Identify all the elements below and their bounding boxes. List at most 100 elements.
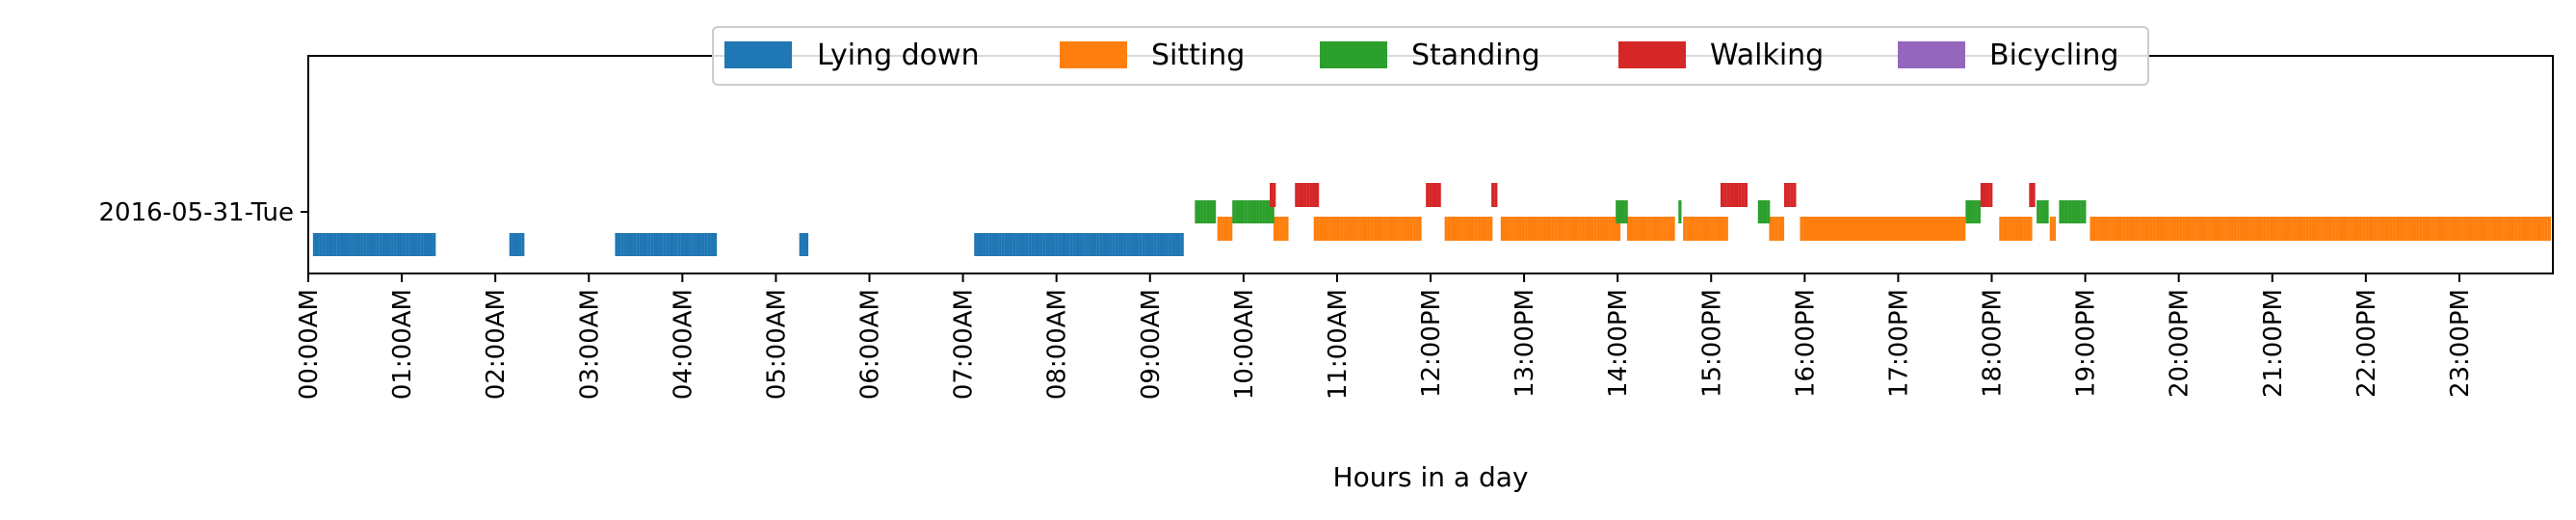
activity-mark-sitting bbox=[2275, 217, 2279, 241]
activity-mark-sitting bbox=[2311, 217, 2315, 241]
activity-mark-lying-down bbox=[650, 233, 654, 256]
activity-mark-lying-down bbox=[986, 233, 989, 256]
activity-mark-standing bbox=[1965, 200, 1969, 223]
activity-mark-lying-down bbox=[1088, 233, 1091, 256]
activity-mark-sitting bbox=[2023, 217, 2027, 241]
activity-mark-standing bbox=[2083, 200, 2087, 223]
activity-mark-lying-down bbox=[379, 233, 382, 256]
activity-mark-sitting bbox=[2165, 217, 2169, 241]
activity-mark-lying-down bbox=[1135, 233, 1140, 256]
activity-mark-lying-down bbox=[381, 233, 385, 256]
x-tick-label: 10:00AM bbox=[1230, 289, 1259, 400]
activity-mark-sitting bbox=[2278, 217, 2282, 241]
activity-mark-lying-down bbox=[369, 233, 374, 256]
activity-mark-sitting bbox=[1367, 217, 1371, 241]
activity-mark-standing bbox=[1247, 200, 1250, 223]
activity-mark-sitting bbox=[1636, 217, 1640, 241]
activity-mark-standing bbox=[1265, 200, 1269, 223]
activity-mark-lying-down bbox=[1037, 233, 1040, 256]
activity-mark-sitting bbox=[2195, 217, 2198, 241]
activity-mark-sitting bbox=[2479, 217, 2483, 241]
activity-mark-walking bbox=[2029, 183, 2033, 207]
activity-mark-lying-down bbox=[512, 233, 516, 256]
activity-mark-lying-down bbox=[1147, 233, 1151, 256]
activity-mark-sitting bbox=[2425, 217, 2429, 241]
activity-mark-sitting bbox=[2162, 217, 2166, 241]
activity-mark-lying-down bbox=[1093, 233, 1097, 256]
activity-mark-lying-down bbox=[417, 233, 421, 256]
activity-mark-sitting bbox=[1406, 217, 1410, 241]
activity-mark-sitting bbox=[1220, 217, 1223, 241]
activity-mark-sitting bbox=[1343, 217, 1347, 241]
activity-mark-lying-down bbox=[1012, 233, 1016, 256]
activity-mark-sitting bbox=[2090, 217, 2093, 241]
activity-mark-walking bbox=[1429, 183, 1433, 207]
activity-mark-sitting bbox=[1319, 217, 1324, 241]
activity-mark-sitting bbox=[1524, 217, 1528, 241]
activity-mark-sitting bbox=[1593, 217, 1597, 241]
activity-mark-sitting bbox=[2359, 217, 2363, 241]
activity-mark-sitting bbox=[1364, 217, 1368, 241]
x-tick-label: 05:00AM bbox=[762, 289, 791, 400]
activity-mark-sitting bbox=[2382, 217, 2387, 241]
activity-mark-sitting bbox=[1474, 217, 1478, 241]
activity-mark-sitting bbox=[2416, 217, 2420, 241]
activity-mark-lying-down bbox=[644, 233, 648, 256]
activity-mark-sitting bbox=[1644, 217, 1648, 241]
activity-mark-standing bbox=[1767, 200, 1771, 223]
activity-mark-lying-down bbox=[1099, 233, 1103, 256]
activity-mark-sitting bbox=[1465, 217, 1469, 241]
activity-mark-sitting bbox=[2179, 217, 2183, 241]
activity-mark-lying-down bbox=[1120, 233, 1124, 256]
activity-mark-sitting bbox=[1692, 217, 1695, 241]
activity-mark-sitting bbox=[1599, 217, 1603, 241]
legend-label-sitting: Sitting bbox=[1151, 39, 1245, 72]
activity-mark-sitting bbox=[1217, 217, 1221, 241]
activity-mark-sitting bbox=[1388, 217, 1392, 241]
activity-mark-standing bbox=[1195, 200, 1198, 223]
activity-mark-lying-down bbox=[799, 233, 802, 256]
activity-mark-sitting bbox=[1382, 217, 1386, 241]
activity-mark-sitting bbox=[2095, 217, 2099, 241]
activity-mark-sitting bbox=[1222, 217, 1227, 241]
activity-mark-sitting bbox=[1572, 217, 1576, 241]
activity-mark-lying-down bbox=[414, 233, 418, 256]
activity-mark-walking bbox=[1980, 183, 1985, 207]
activity-mark-sitting bbox=[1285, 217, 1289, 241]
activity-mark-sitting bbox=[1660, 217, 1664, 241]
activity-mark-lying-down bbox=[1123, 233, 1127, 256]
activity-mark-lying-down bbox=[1066, 233, 1070, 256]
activity-mark-standing bbox=[2064, 200, 2068, 223]
activity-mark-lying-down bbox=[518, 233, 522, 256]
activity-mark-sitting bbox=[1663, 217, 1667, 241]
activity-mark-lying-down bbox=[693, 233, 697, 256]
activity-mark-sitting bbox=[2192, 217, 2195, 241]
y-axis-ticks: 2016-05-31-Tue bbox=[98, 198, 308, 227]
legend-swatch-bicycling bbox=[1898, 41, 1965, 68]
x-axis-label: Hours in a day bbox=[1333, 461, 1529, 493]
activity-mark-lying-down bbox=[1132, 233, 1137, 256]
x-tick-label: 08:00AM bbox=[1043, 289, 1072, 400]
x-tick-label: 01:00AM bbox=[388, 289, 417, 400]
legend-swatch-walking bbox=[1618, 41, 1686, 68]
activity-mark-sitting bbox=[1560, 217, 1564, 241]
activity-mark-sitting bbox=[2347, 217, 2351, 241]
activity-mark-sitting bbox=[1444, 217, 1448, 241]
activity-mark-sitting bbox=[2317, 217, 2321, 241]
activity-mark-lying-down bbox=[384, 233, 388, 256]
activity-mark-sitting bbox=[1477, 217, 1481, 241]
activity-mark-sitting bbox=[1518, 217, 1522, 241]
activity-mark-sitting bbox=[2386, 217, 2390, 241]
activity-mark-sitting bbox=[2466, 217, 2471, 241]
activity-mark-sitting bbox=[2188, 217, 2193, 241]
activity-mark-sitting bbox=[2392, 217, 2396, 241]
activity-mark-lying-down bbox=[1144, 233, 1148, 256]
activity-mark-lying-down bbox=[1045, 233, 1049, 256]
activity-mark-sitting bbox=[2353, 217, 2357, 241]
x-tick-label: 20:00PM bbox=[2166, 289, 2195, 398]
activity-mark-lying-down bbox=[396, 233, 401, 256]
activity-mark-sitting bbox=[1669, 217, 1672, 241]
activity-mark-standing bbox=[1262, 200, 1266, 223]
activity-mark-standing bbox=[1271, 200, 1275, 223]
activity-mark-sitting bbox=[2341, 217, 2345, 241]
